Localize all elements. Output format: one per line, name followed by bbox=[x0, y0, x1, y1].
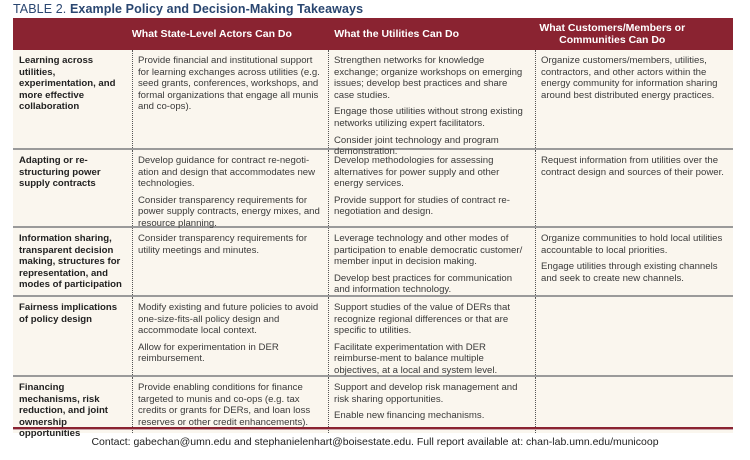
row-topic: Financing mechanisms, risk reduction, an… bbox=[19, 382, 109, 440]
cell-text: Develop best practices for communication… bbox=[334, 272, 513, 296]
state-cell: Provide financial and institutional supp… bbox=[132, 50, 328, 148]
table-caption: TABLE 2. Example Policy and Decision-Mak… bbox=[13, 2, 363, 16]
caption-label: TABLE 2. bbox=[13, 2, 67, 16]
row-topic: Adapting or re-structuring power supply … bbox=[19, 155, 101, 190]
cell-text: Modify existing and future policies to a… bbox=[138, 302, 319, 337]
utilities-cell: Support studies of the value of DERs tha… bbox=[328, 297, 535, 376]
cell-text: Engage those utilities without strong ex… bbox=[334, 106, 523, 129]
row-topic: Learning across utilities, experimentati… bbox=[19, 55, 116, 113]
table-row: Information sharing, transparent decisio… bbox=[13, 228, 733, 297]
cell-text: Facilitate experimentation with DER reim… bbox=[334, 341, 498, 376]
utilities-cell: Support and develop risk management and … bbox=[328, 377, 535, 433]
cell-text: Provide financial and institutional supp… bbox=[138, 55, 320, 113]
header-state: What State-Level Actors Can Do bbox=[131, 28, 292, 40]
header-utilities: What the Utilities Can Do bbox=[334, 28, 460, 40]
customers-cell: Organize customers/members, utilities, c… bbox=[535, 50, 733, 148]
header-customers: What Customers/Members or Communities Ca… bbox=[539, 22, 686, 46]
cell-text: Request information from utilities over … bbox=[541, 155, 724, 178]
takeaways-table: What State-Level Actors Can Do What the … bbox=[13, 18, 733, 440]
customers-cell bbox=[535, 377, 733, 433]
cell-text: Leverage technology and other modes of p… bbox=[334, 233, 523, 268]
cell-text: Allow for experimentation in DER reimbur… bbox=[138, 341, 279, 365]
row-topic: Fairness implications of policy design bbox=[19, 302, 118, 325]
utilities-cell: Strengthen networks for knowledge exchan… bbox=[328, 50, 535, 157]
state-cell: Provide enabling conditions for finance … bbox=[132, 377, 328, 433]
cell-text: Develop methodologies for assessing alte… bbox=[334, 155, 500, 190]
customers-cell bbox=[535, 297, 733, 375]
cell-text: Support studies of the value of DERs tha… bbox=[334, 302, 510, 337]
customers-cell: Organize communities to hold local utili… bbox=[535, 228, 733, 295]
cell-text: Provide enabling conditions for finance … bbox=[138, 382, 311, 428]
table-row: Financing mechanisms, risk reduction, an… bbox=[13, 377, 733, 440]
table-bottom-rule bbox=[13, 427, 733, 430]
cell-text: Provide support for studies of contract … bbox=[334, 194, 510, 218]
cell-text: Support and develop risk management and … bbox=[334, 382, 518, 405]
utilities-cell: Develop methodologies for assessing alte… bbox=[328, 150, 535, 226]
table-row: Adapting or re-structuring power supply … bbox=[13, 150, 733, 229]
state-cell: Consider transparency requirements for u… bbox=[132, 228, 328, 295]
cell-text: Consider joint technology and program de… bbox=[334, 134, 499, 158]
contact-footer: Contact: gabechan@umn.edu and stephaniel… bbox=[91, 436, 659, 448]
cell-text: Engage utilities through existing channe… bbox=[541, 261, 718, 284]
cell-text: Develop guidance for contract re-negoti-… bbox=[138, 155, 316, 190]
cell-text: Consider transparency requirements for u… bbox=[138, 233, 308, 256]
cell-text: Organize customers/members, utilities, c… bbox=[541, 55, 718, 101]
state-cell: Develop guidance for contract re-negoti-… bbox=[132, 150, 328, 229]
cell-text: Organize communities to hold local utili… bbox=[541, 233, 723, 256]
caption-title: Example Policy and Decision-Making Takea… bbox=[69, 2, 364, 16]
table-row: Fairness implications of policy design M… bbox=[13, 297, 733, 377]
cell-text: Enable new financing mechanisms. bbox=[334, 410, 485, 422]
customers-cell: Request information from utilities over … bbox=[535, 150, 733, 226]
cell-text: Consider transparency requirements for p… bbox=[138, 194, 320, 229]
state-cell: Modify existing and future policies to a… bbox=[132, 297, 328, 375]
table-header: What State-Level Actors Can Do What the … bbox=[13, 18, 733, 50]
row-topic: Information sharing, transparent decisio… bbox=[19, 233, 122, 291]
table-row: Learning across utilities, experimentati… bbox=[13, 50, 733, 157]
utilities-cell: Leverage technology and other modes of p… bbox=[328, 228, 535, 295]
cell-text: Strengthen networks for knowledge exchan… bbox=[334, 55, 523, 101]
header-topic bbox=[13, 18, 122, 50]
